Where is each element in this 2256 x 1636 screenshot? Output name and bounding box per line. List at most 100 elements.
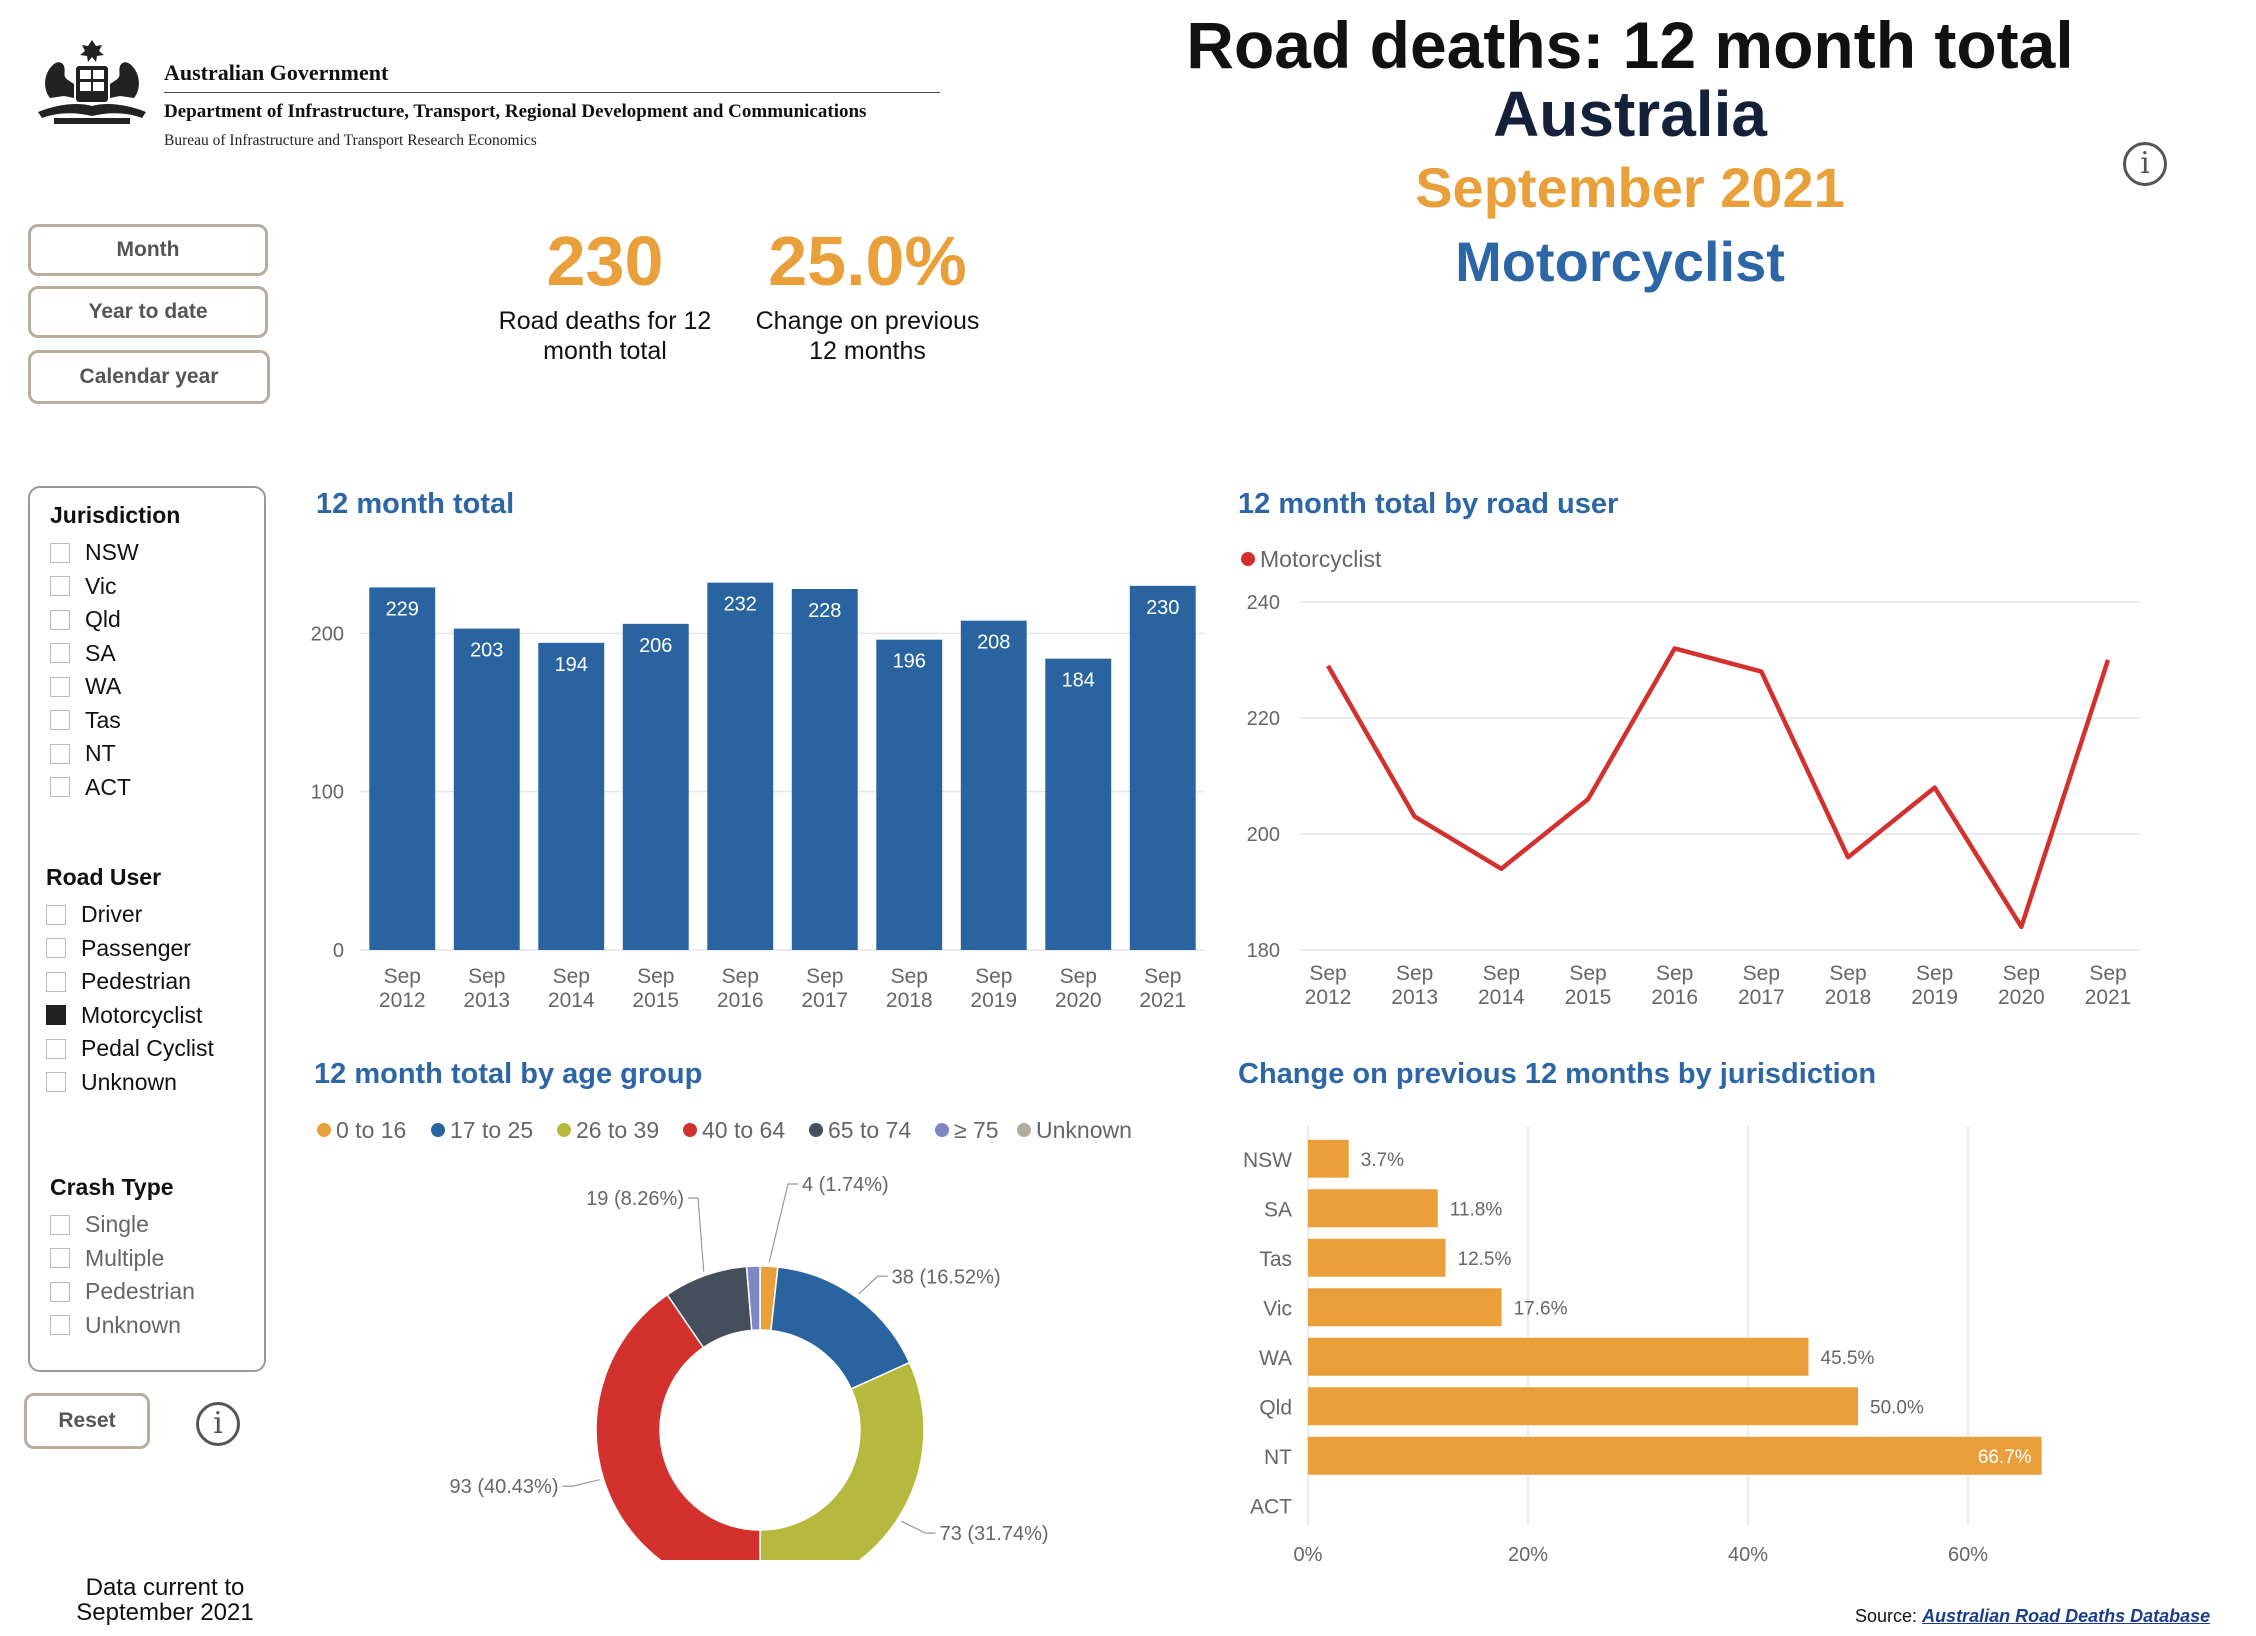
- x-tick-label: 2019: [970, 989, 1017, 1012]
- jurisdiction-option-nt[interactable]: NT: [50, 737, 139, 771]
- filter-info-icon[interactable]: i: [196, 1402, 240, 1446]
- y-tick-label: 200: [311, 623, 344, 645]
- checkbox-icon[interactable]: [50, 576, 70, 597]
- filter-panel: Jurisdiction NSW Vic Qld SA WA Tas NT AC…: [28, 486, 266, 1372]
- kpi-change-value: 25.0%: [768, 222, 967, 300]
- y-category-label: NSW: [1243, 1149, 1292, 1172]
- header-divider: [164, 92, 940, 93]
- x-tick-label: 2017: [801, 989, 848, 1012]
- road-user-option-unknown[interactable]: Unknown: [46, 1066, 214, 1100]
- jurisdiction-option-tas[interactable]: Tas: [50, 704, 139, 738]
- legend-label: 0 to 16: [336, 1117, 406, 1143]
- checkbox-icon[interactable]: [50, 777, 70, 798]
- legend-label: 65 to 74: [828, 1117, 911, 1143]
- donut-slice: [745, 1265, 761, 1332]
- legend-label: Motorcyclist: [1260, 546, 1382, 572]
- kpi-change: 25.0% Change on previous 12 months: [735, 226, 1000, 366]
- x-tick-label: 2018: [1825, 986, 1872, 1009]
- jurisdiction-option-act[interactable]: ACT: [50, 771, 139, 805]
- x-tick-label: 2017: [1738, 986, 1785, 1009]
- checkbox-icon[interactable]: [50, 609, 70, 630]
- bar-data-label: 203: [470, 640, 503, 662]
- source-link[interactable]: Australian Road Deaths Database: [1922, 1606, 2211, 1626]
- data-label-leader: [858, 1275, 888, 1295]
- bar-data-label: 184: [1062, 670, 1095, 692]
- x-tick-label: 20%: [1508, 1544, 1548, 1566]
- crash-type-option-unknown[interactable]: Unknown: [50, 1309, 195, 1343]
- checkbox-icon[interactable]: [50, 743, 70, 764]
- bar-data-label: 230: [1146, 597, 1179, 619]
- checkbox-icon[interactable]: [50, 710, 70, 731]
- road-user-filter-title: Road User: [46, 864, 162, 890]
- calendar-year-button[interactable]: Calendar year: [28, 350, 270, 404]
- road-user-option-passenger[interactable]: Passenger: [46, 932, 214, 966]
- jurisdiction-option-nsw[interactable]: NSW: [50, 536, 139, 570]
- crash-type-option-single[interactable]: Single: [50, 1208, 195, 1242]
- checkbox-icon[interactable]: [46, 938, 66, 959]
- donut-chart-by-age-group: 0 to 16 17 to 25 26 to 39 40 to 64 65 to 74 ≥…: [317, 1117, 1132, 1560]
- checkbox-icon[interactable]: [50, 1315, 70, 1336]
- legend-marker: [809, 1123, 823, 1137]
- jurisdiction-option-sa[interactable]: SA: [50, 637, 139, 671]
- road-user-option-motorcyclist[interactable]: Motorcyclist: [46, 999, 214, 1033]
- road-user-option-driver[interactable]: Driver: [46, 898, 214, 932]
- hbar-data-label: 12.5%: [1458, 1249, 1512, 1270]
- legend-label: 17 to 25: [450, 1117, 533, 1143]
- checkbox-icon[interactable]: [50, 1281, 70, 1302]
- y-tick-label: 180: [1247, 940, 1280, 962]
- kpi-road-deaths-label-1: Road deaths for 12: [498, 307, 712, 335]
- checkbox-icon[interactable]: [50, 1248, 70, 1269]
- reset-button[interactable]: Reset: [24, 1393, 150, 1449]
- y-category-label: Vic: [1263, 1297, 1292, 1320]
- legend-label: Unknown: [1036, 1117, 1132, 1143]
- data-current-line-2: September 2021: [76, 1599, 254, 1626]
- period-title: September 2021: [1415, 156, 1845, 219]
- x-tick-label: Sep: [1829, 962, 1866, 985]
- checkbox-checked-icon[interactable]: [46, 1005, 66, 1026]
- crash-type-option-multiple[interactable]: Multiple: [50, 1242, 195, 1276]
- x-tick-label: 2012: [1305, 986, 1352, 1009]
- checkbox-icon[interactable]: [50, 1214, 70, 1235]
- road-user-filter-list: Driver Passenger Pedestrian Motorcyclist…: [46, 898, 214, 1099]
- legend-marker: [317, 1123, 331, 1137]
- checkbox-icon[interactable]: [50, 542, 70, 563]
- crash-type-filter-title: Crash Type: [50, 1174, 174, 1200]
- x-tick-label: 2015: [1565, 986, 1612, 1009]
- data-current-line-1: Data current to: [85, 1574, 245, 1601]
- checkbox-icon[interactable]: [46, 1072, 66, 1093]
- month-button[interactable]: Month: [28, 224, 268, 276]
- hbar-chart-by-jurisdiction: 0% 20% 40% 60% NSW 3.7% SA 11.8% Tas 12.5% Vic 17.6…: [1243, 1126, 2042, 1566]
- info-icon[interactable]: i: [2123, 142, 2167, 186]
- checkbox-icon[interactable]: [46, 971, 66, 992]
- x-tick-label: Sep: [1483, 962, 1520, 985]
- jurisdiction-option-qld[interactable]: Qld: [50, 603, 139, 637]
- crash-type-option-pedestrian[interactable]: Pedestrian: [50, 1275, 195, 1309]
- hbar: [1308, 1189, 1438, 1228]
- jurisdiction-option-wa[interactable]: WA: [50, 670, 139, 704]
- year-to-date-button[interactable]: Year to date: [28, 286, 268, 338]
- source-note: Source: Australian Road Deaths Database: [1855, 1606, 2210, 1627]
- hbar: [1308, 1387, 1858, 1426]
- x-tick-label: 2021: [2085, 986, 2132, 1009]
- x-tick-label: Sep: [1569, 962, 1606, 985]
- checkbox-icon[interactable]: [50, 676, 70, 697]
- x-tick-label: Sep: [2089, 962, 2126, 985]
- bar-data-label: 229: [386, 598, 419, 620]
- crash-type-filter-list: Single Multiple Pedestrian Unknown: [50, 1208, 195, 1342]
- bar: [453, 628, 520, 950]
- x-tick-label: 2012: [379, 989, 426, 1012]
- x-tick-label: Sep: [975, 965, 1012, 988]
- checkbox-icon[interactable]: [46, 904, 66, 925]
- checkbox-icon[interactable]: [50, 643, 70, 664]
- x-tick-label: 2014: [548, 989, 595, 1012]
- x-tick-label: Sep: [1309, 962, 1346, 985]
- road-user-option-pedestrian[interactable]: Pedestrian: [46, 965, 214, 999]
- road-user-option-pedal-cyclist[interactable]: Pedal Cyclist: [46, 1032, 214, 1066]
- jurisdiction-option-vic[interactable]: Vic: [50, 570, 139, 604]
- checkbox-icon[interactable]: [46, 1038, 66, 1059]
- hbar-data-label: 66.7%: [1978, 1447, 2032, 1468]
- hbar-data-label: 50.0%: [1870, 1397, 1924, 1418]
- x-tick-label: 2019: [1911, 986, 1958, 1009]
- x-tick-label: Sep: [1743, 962, 1780, 985]
- bar: [369, 587, 436, 950]
